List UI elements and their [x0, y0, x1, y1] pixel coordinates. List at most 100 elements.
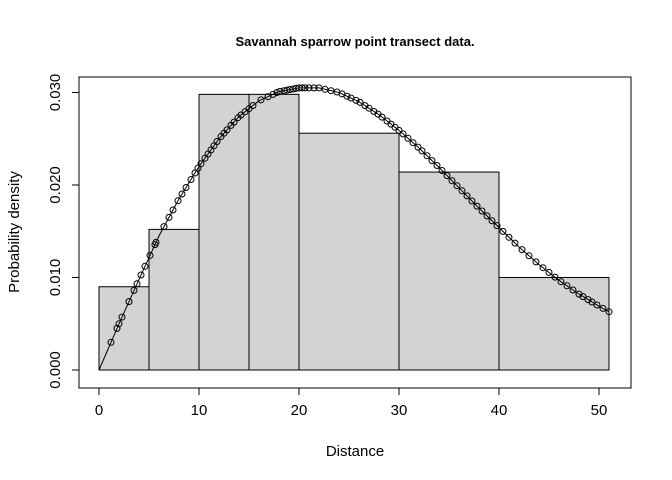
- data-point-36: [249, 102, 257, 109]
- data-point-74: [418, 147, 426, 155]
- data-point-9: [146, 251, 154, 259]
- data-point-75: [423, 152, 431, 160]
- y-tick-label-1: 0.010: [47, 259, 64, 297]
- histogram-bar-2: [198, 93, 250, 371]
- data-point-94: [525, 252, 533, 260]
- data-point-108: [605, 308, 613, 316]
- data-point-81: [453, 182, 461, 190]
- data-point-31: [230, 118, 238, 126]
- data-point-18: [187, 176, 195, 183]
- data-point-79: [443, 172, 451, 180]
- data-point-6: [133, 280, 141, 288]
- data-point-8: [141, 262, 149, 270]
- data-point-14: [169, 206, 177, 214]
- data-point-82: [458, 187, 466, 195]
- data-point-49: [301, 84, 309, 92]
- data-point-70: [399, 130, 407, 138]
- data-point-37: [257, 96, 265, 104]
- data-point-92: [511, 239, 519, 247]
- x-tick-label-1: 10: [191, 402, 208, 419]
- data-point-105: [588, 298, 596, 306]
- data-point-5: [130, 286, 138, 294]
- histogram-bar-0: [98, 286, 150, 371]
- data-point-103: [579, 293, 587, 301]
- data-point-93: [518, 246, 526, 254]
- data-point-85: [473, 202, 481, 210]
- data-point-4: [125, 298, 133, 306]
- data-point-15: [174, 197, 182, 205]
- data-point-16: [178, 190, 186, 198]
- data-points: [107, 84, 613, 346]
- y-tick-label-2: 0.020: [47, 166, 64, 204]
- data-point-107: [599, 304, 607, 312]
- y-tick-label-0: 0.000: [47, 351, 64, 389]
- data-point-77: [433, 162, 441, 169]
- data-point-29: [223, 126, 231, 134]
- data-point-39: [269, 90, 277, 98]
- data-point-26: [213, 138, 221, 145]
- data-point-40: [273, 89, 281, 96]
- data-point-73: [414, 143, 422, 151]
- y-axis: 0.000 0.010 0.020 0.030: [47, 74, 80, 389]
- data-point-17: [182, 184, 190, 191]
- data-point-19: [191, 169, 199, 177]
- data-point-13: [165, 213, 173, 221]
- data-point-89: [493, 222, 501, 230]
- data-point-41: [276, 87, 284, 95]
- data-point-80: [448, 177, 456, 185]
- y-tick-label-3: 0.030: [47, 74, 64, 112]
- data-point-106: [593, 301, 601, 309]
- histogram-bars: [98, 93, 610, 371]
- histogram-bar-3: [248, 93, 300, 371]
- data-point-98: [551, 273, 559, 281]
- data-point-88: [488, 217, 496, 225]
- data-point-90: [499, 227, 507, 235]
- histogram-bar-5: [398, 171, 500, 371]
- y-axis-label: Probability density: [6, 171, 23, 293]
- x-tick-label-3: 30: [391, 402, 408, 419]
- data-point-100: [563, 282, 571, 290]
- data-point-11: [152, 238, 160, 246]
- data-point-62: [365, 104, 373, 112]
- x-tick-label-0: 0: [95, 402, 103, 419]
- data-point-71: [404, 134, 412, 142]
- data-point-2: [115, 320, 123, 328]
- data-point-1: [113, 324, 121, 332]
- data-point-21: [197, 160, 205, 168]
- data-point-86: [478, 207, 486, 215]
- data-point-96: [539, 264, 547, 272]
- histogram-bar-4: [298, 132, 400, 371]
- data-point-97: [545, 268, 553, 276]
- data-point-101: [569, 286, 577, 294]
- histogram-bar-6: [498, 277, 610, 371]
- data-point-78: [438, 167, 446, 174]
- x-tick-label-4: 40: [491, 402, 508, 419]
- data-point-3: [118, 313, 126, 321]
- data-point-69: [395, 126, 403, 134]
- data-point-76: [428, 157, 436, 165]
- data-point-12: [160, 223, 168, 231]
- data-point-0: [107, 338, 115, 346]
- data-point-91: [505, 233, 513, 241]
- data-point-84: [468, 197, 476, 205]
- x-axis: 0 10 20 30 40 50: [95, 387, 608, 419]
- data-point-51: [310, 84, 318, 92]
- data-point-87: [483, 212, 491, 220]
- data-point-60: [356, 98, 364, 106]
- x-axis-label: Distance: [326, 443, 384, 460]
- chart-title: Savannah sparrow point transect data.: [235, 34, 474, 49]
- histogram-bar-1: [148, 228, 200, 371]
- data-point-99: [557, 278, 565, 286]
- data-point-83: [463, 192, 471, 200]
- x-tick-label-5: 50: [591, 402, 608, 419]
- x-tick-label-2: 20: [291, 402, 308, 419]
- data-point-48: [298, 84, 306, 92]
- data-point-57: [343, 92, 351, 100]
- data-point-7: [137, 271, 145, 279]
- data-point-72: [409, 139, 417, 147]
- data-point-95: [532, 258, 540, 266]
- data-point-59: [352, 96, 360, 104]
- data-point-50: [305, 84, 313, 92]
- data-point-65: [378, 113, 386, 121]
